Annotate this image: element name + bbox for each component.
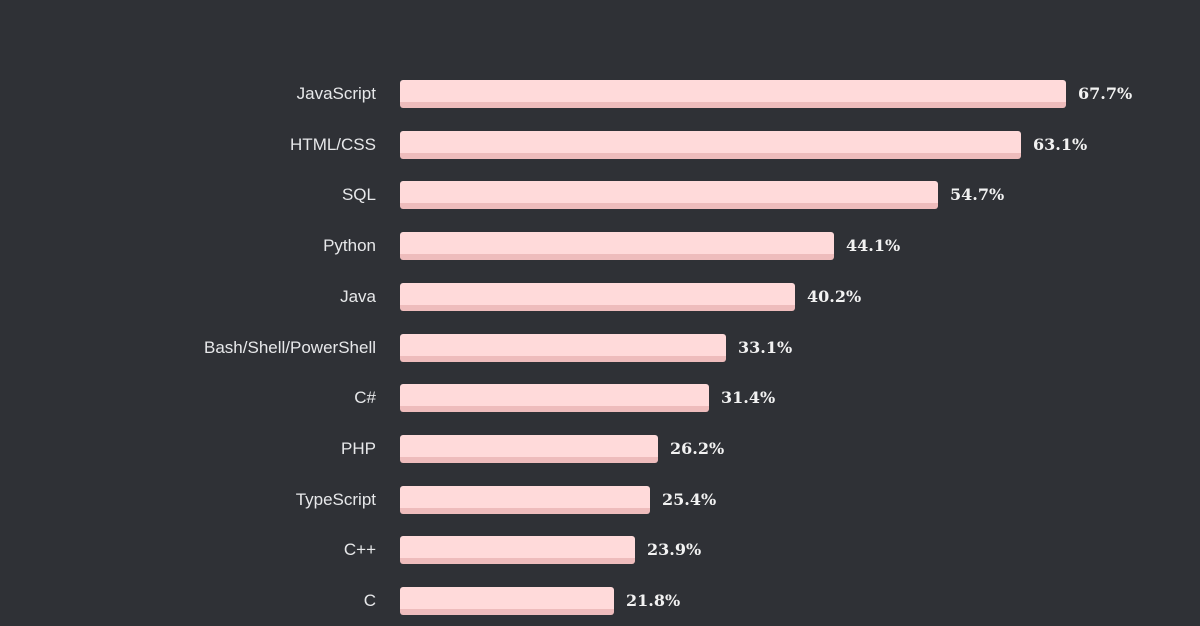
value-label: 40.2% — [807, 287, 862, 306]
bar — [400, 435, 658, 463]
bar — [400, 232, 834, 260]
category-label: Python — [323, 236, 376, 255]
bar — [400, 334, 726, 362]
value-label: 33.1% — [738, 338, 793, 357]
category-label: Bash/Shell/PowerShell — [204, 338, 376, 357]
bar-row: TypeScript 25.4% — [0, 485, 1200, 515]
category-label: PHP — [341, 439, 376, 458]
value-label: 23.9% — [647, 540, 702, 559]
category-label: HTML/CSS — [290, 135, 376, 154]
bar — [400, 80, 1066, 108]
bar-row: SQL 54.7% — [0, 180, 1200, 210]
category-label: Java — [340, 287, 376, 306]
bar-row: PHP 26.2% — [0, 434, 1200, 464]
category-label: SQL — [341, 185, 376, 204]
bar — [400, 384, 709, 412]
bar — [400, 486, 650, 514]
value-label: 54.7% — [950, 185, 1005, 204]
category-label: C++ — [343, 540, 376, 559]
category-label: TypeScript — [295, 490, 376, 509]
bar — [400, 131, 1021, 159]
bar-row: C# 31.4% — [0, 383, 1200, 413]
value-label: 67.7% — [1078, 84, 1133, 103]
bar — [400, 536, 635, 564]
bar-row: Bash/Shell/PowerShell 33.1% — [0, 333, 1200, 363]
bar-row: C++ 23.9% — [0, 535, 1200, 565]
bar-row: HTML/CSS 63.1% — [0, 130, 1200, 160]
category-label: C — [363, 591, 376, 610]
value-label: 31.4% — [721, 388, 776, 407]
value-label: 25.4% — [662, 490, 717, 509]
bar-row: JavaScript 67.7% — [0, 79, 1200, 109]
bar-row: C 21.8% — [0, 586, 1200, 616]
category-label: JavaScript — [296, 84, 376, 103]
bar-row: Java 40.2% — [0, 282, 1200, 312]
value-label: 21.8% — [626, 591, 681, 610]
value-label: 26.2% — [670, 439, 725, 458]
bar — [400, 587, 614, 615]
category-label: C# — [354, 388, 376, 407]
bar-row: Python 44.1% — [0, 231, 1200, 261]
bar — [400, 181, 938, 209]
value-label: 44.1% — [846, 236, 901, 255]
value-label: 63.1% — [1033, 135, 1088, 154]
bar — [400, 283, 795, 311]
